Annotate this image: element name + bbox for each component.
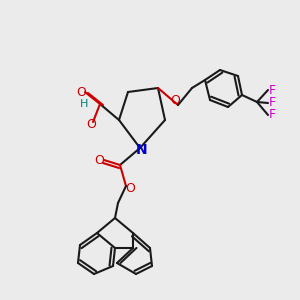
Text: F: F xyxy=(268,83,276,97)
Text: H: H xyxy=(80,99,88,109)
Text: F: F xyxy=(268,95,276,109)
Text: N: N xyxy=(136,143,148,157)
Text: F: F xyxy=(268,107,276,121)
Text: O: O xyxy=(86,118,96,130)
Text: O: O xyxy=(125,182,135,194)
Text: O: O xyxy=(94,154,104,166)
Text: O: O xyxy=(170,94,180,106)
Text: O: O xyxy=(76,85,86,98)
